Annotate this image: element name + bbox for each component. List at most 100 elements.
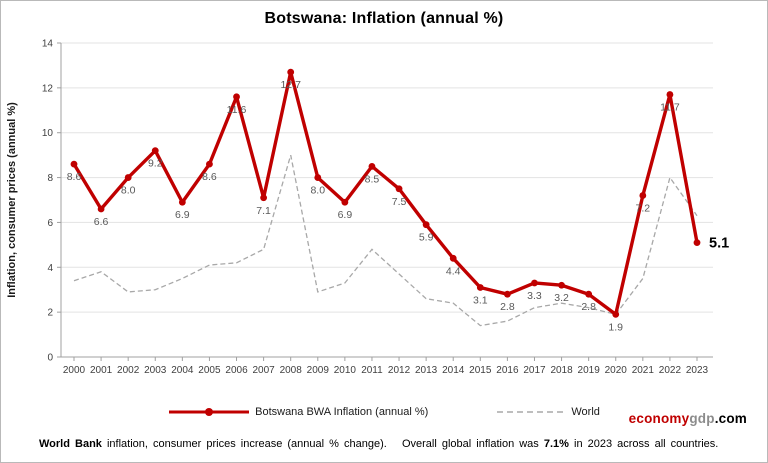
botswana-data-point [531,279,538,287]
x-tick-label: 2014 [442,365,465,376]
botswana-data-point [476,284,484,291]
botswana-data-point [287,68,295,76]
x-tick-label: 2017 [523,365,546,376]
x-tick-label: 2021 [632,365,655,376]
data-label: 9.2 [148,158,163,170]
botswana-data-point [666,91,674,98]
data-label: 6.9 [338,209,353,221]
botswana-series-marker-icon [169,408,250,416]
botswana-data-point [341,198,349,206]
y-tick-label: 8 [47,173,53,184]
watermark-com: .com [714,411,747,426]
data-label: 11.6 [227,104,247,116]
data-label: 3.1 [473,294,488,306]
data-label: 6.9 [175,209,190,221]
watermark-gdp: gdp [689,411,715,426]
botswana-data-point [558,281,565,289]
y-tick-label: 12 [42,83,54,94]
x-tick-label: 2023 [686,365,709,376]
y-tick-label: 4 [47,263,53,274]
x-tick-label: 2006 [225,365,248,376]
x-tick-label: 2013 [415,365,438,376]
data-label: 3.2 [554,292,569,304]
botswana-data-point [395,185,403,193]
data-label: 4.4 [446,265,461,277]
legend-item-botswana: Botswana BWA Inflation (annual %) [168,406,428,418]
botswana-data-point [503,290,511,298]
world-series-marker-icon [497,411,566,413]
data-label: 2.8 [581,301,596,313]
data-label: 7.5 [392,196,407,208]
botswana-data-point [124,174,132,181]
botswana-data-point [368,162,376,170]
x-tick-label: 2000 [63,365,86,376]
botswana-data-point [639,192,647,199]
botswana-data-point [585,290,593,298]
x-tick-label: 2015 [469,365,492,376]
x-tick-label: 2008 [280,365,303,376]
data-label: 3.3 [527,290,542,302]
data-label: 6.6 [94,216,109,228]
botswana-data-point [70,160,78,168]
x-tick-label: 2009 [307,365,330,376]
footnote-source-bold: World Bank [39,438,102,450]
botswana-data-point [178,198,186,206]
botswana-data-point [151,147,159,155]
botswana-data-point [422,221,430,229]
inflation-line-chart: 0 2 4 6 8 10 12 14 2000 2001 2002 2003 2004 2005 2006 2… [6,39,729,377]
data-label: 12.7 [280,79,301,91]
y-tick-label: 0 [47,353,53,364]
data-label: 8.6 [202,171,217,183]
data-label: 8.6 [67,171,82,183]
x-tick-label: 2010 [334,365,357,376]
x-tick-label: 2019 [578,365,601,376]
data-label: 2.8 [500,301,515,313]
page-title: Botswana: Inflation (annual %) [264,10,504,27]
last-value-label: 5.1 [709,236,729,252]
source-footnote: World Bank inflation, consumer prices in… [39,438,757,450]
x-tick-label: 2012 [388,365,411,376]
footnote-text-1: inflation, consumer prices increase (ann… [101,438,544,450]
x-tick-label: 2001 [90,365,113,376]
legend-item-world: World [496,406,600,418]
y-tick-label: 10 [42,128,54,139]
world-line [73,154,698,327]
x-tick-label: 2020 [605,365,628,376]
watermark-economy: economy [628,411,690,426]
x-tick-label: 2011 [361,365,383,376]
data-label: 8.0 [121,185,136,197]
footnote-global-value: 7.1% [543,438,569,450]
y-tick-label: 2 [47,308,53,319]
legend-label-botswana: Botswana BWA Inflation (annual %) [255,406,429,418]
botswana-data-point [693,239,701,247]
x-tick-label: 2007 [252,365,275,376]
x-tick-label: 2022 [659,365,682,376]
chart-legend: Botswana BWA Inflation (annual %) World [1,406,767,418]
botswana-data-point [233,93,240,101]
data-label: 8.5 [365,173,380,185]
botswana-data-point [260,194,268,202]
botswana-data-point [449,254,457,262]
x-tick-label: 2016 [496,365,519,376]
x-tick-label: 2003 [144,365,167,376]
x-tick-label: 2018 [550,365,573,376]
botswana-data-point [97,205,105,213]
botswana-data-point [314,174,322,181]
x-tick-label: 2002 [117,365,140,376]
y-axis-title: Inflation, consumer prices (annual %) [6,102,18,298]
botswana-data-point [612,310,620,318]
y-tick-label: 14 [42,39,54,50]
data-label: 8.0 [310,185,325,197]
economygdp-watermark[interactable]: economygdp.com [629,411,747,426]
x-tick-label: 2004 [171,365,194,376]
footnote-text-2: in 2023 across all countries. [568,438,719,450]
x-tick-label: 2005 [198,365,221,376]
data-label: 1.9 [608,321,623,333]
botswana-data-point [206,160,213,168]
data-label: 7.1 [256,205,271,217]
data-label: 5.9 [419,232,434,244]
data-label: 7.2 [636,203,651,215]
data-label: 11.7 [660,102,680,114]
y-tick-label: 6 [47,218,53,229]
